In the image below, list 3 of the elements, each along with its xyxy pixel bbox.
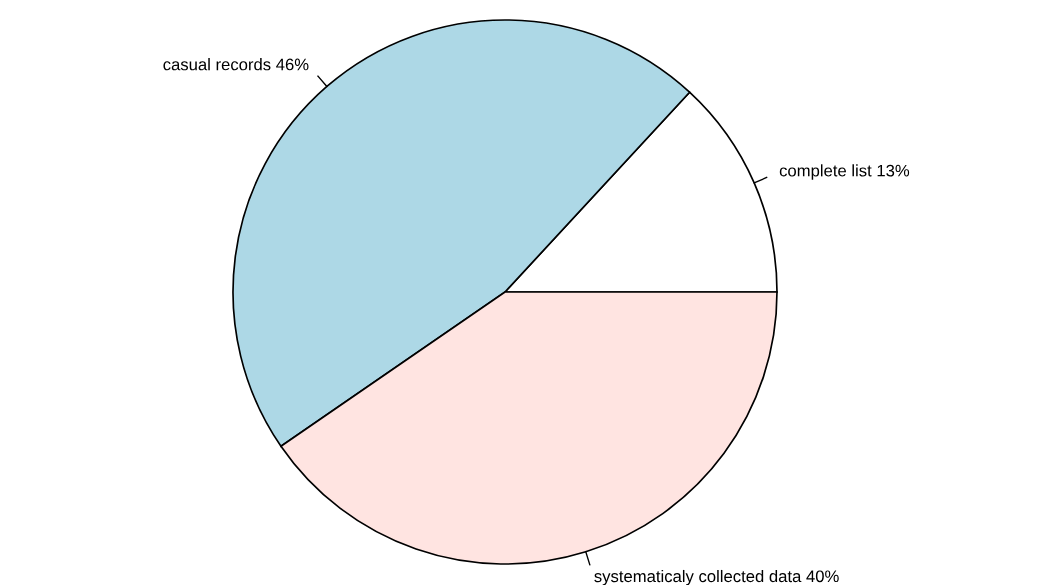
slice-label: casual records 46% xyxy=(163,58,309,71)
slice-label: systematicaly collected data 40% xyxy=(594,569,839,585)
slice-label: complete list 13% xyxy=(779,164,910,180)
